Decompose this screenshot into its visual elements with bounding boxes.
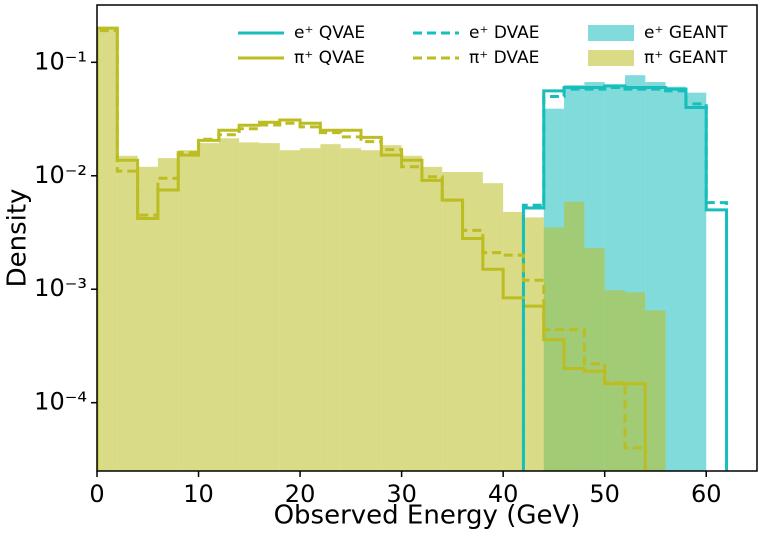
x-tick-label: 60 — [691, 480, 722, 508]
y-tick-label: 10⁻⁴ — [34, 388, 87, 416]
histogram-bar — [421, 166, 443, 471]
legend-label: π⁺ GEANT — [644, 48, 728, 68]
legend-label: π⁺ QVAE — [294, 48, 365, 68]
y-tick-label: 10⁻³ — [34, 274, 87, 302]
axes-frame — [96, 4, 758, 472]
histogram-bar — [157, 158, 179, 471]
histogram-bar — [361, 150, 382, 471]
histogram-bar — [665, 86, 686, 471]
histogram-bar — [401, 155, 422, 471]
histogram-bar — [604, 290, 625, 471]
x-tick-label: 50 — [589, 480, 620, 508]
legend-swatch — [588, 25, 634, 41]
histogram-bar — [564, 201, 585, 471]
histogram-bar — [381, 145, 402, 471]
step-line — [521, 85, 729, 471]
histogram-bar — [279, 150, 301, 471]
histogram-bar — [97, 28, 118, 471]
histogram-bar — [503, 211, 524, 471]
y-tick-label: 10⁻² — [34, 161, 87, 189]
histogram-bar — [259, 143, 280, 471]
histogram-bar — [482, 183, 504, 471]
histogram-bar — [218, 138, 240, 471]
histogram-bar — [543, 227, 565, 471]
legend-label: e⁺ DVAE — [469, 23, 540, 43]
x-axis-label: Observed Energy (GeV) — [274, 501, 581, 531]
histogram-bar — [584, 248, 605, 471]
step-line — [97, 26, 647, 471]
histogram-bar — [625, 292, 646, 471]
histogram-bar — [685, 92, 707, 471]
histogram-bar — [340, 148, 361, 471]
legend-swatch — [588, 50, 634, 66]
histogram-bar — [239, 142, 260, 471]
y-axis-label: Density — [3, 189, 33, 288]
histogram-bar — [117, 155, 138, 471]
x-tick-label: 0 — [89, 480, 104, 508]
histogram-bar — [523, 217, 544, 471]
legend-label: π⁺ DVAE — [469, 48, 539, 68]
y-tick-label: 10⁻¹ — [34, 47, 87, 75]
histogram-bar — [645, 310, 666, 471]
x-tick-label: 10 — [183, 480, 214, 508]
histogram-bar — [178, 150, 199, 471]
legend-label: e⁺ GEANT — [644, 23, 728, 43]
histogram-bar — [462, 171, 483, 471]
x-tick-label: 30 — [386, 480, 417, 508]
histogram-bar — [137, 166, 158, 471]
plot-area — [97, 26, 729, 471]
step-line — [97, 29, 647, 471]
histogram-bar — [198, 143, 219, 471]
histogram-bar — [320, 144, 341, 471]
legend-label: e⁺ QVAE — [294, 23, 365, 43]
histogram-bar — [300, 148, 321, 471]
x-tick-label: 20 — [285, 480, 316, 508]
x-tick-label: 40 — [488, 480, 519, 508]
histogram-bar — [442, 171, 463, 471]
